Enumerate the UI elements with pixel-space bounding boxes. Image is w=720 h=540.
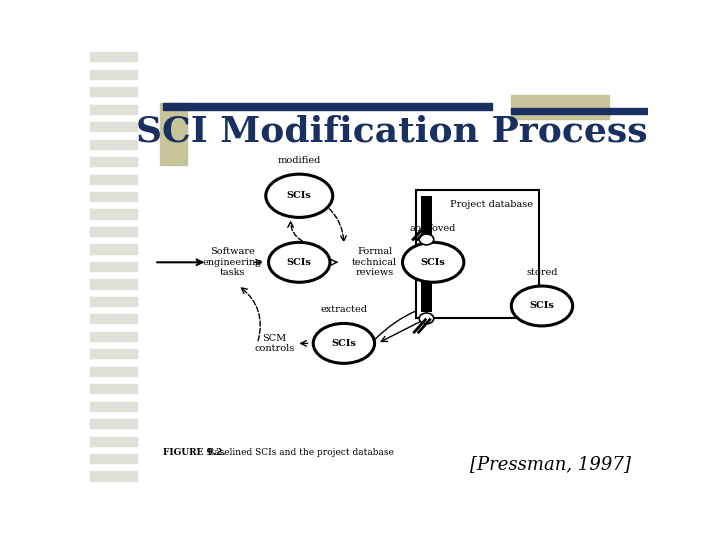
Bar — [90, 454, 138, 463]
Bar — [90, 210, 138, 219]
Circle shape — [419, 313, 433, 324]
Text: SCI Modification Process: SCI Modification Process — [135, 114, 647, 148]
Bar — [160, 103, 186, 165]
Text: Formal
technical
reviews: Formal technical reviews — [352, 247, 397, 277]
Ellipse shape — [511, 286, 572, 326]
Text: Baselined SCIs and the project database: Baselined SCIs and the project database — [199, 448, 394, 457]
Bar — [90, 279, 138, 288]
Text: extracted: extracted — [320, 305, 367, 314]
Bar — [90, 367, 138, 376]
Bar — [90, 402, 138, 411]
Text: approved: approved — [410, 224, 456, 233]
Text: SCIs: SCIs — [287, 191, 312, 200]
Text: SCIs: SCIs — [420, 258, 446, 267]
Circle shape — [419, 234, 433, 245]
Bar — [90, 332, 138, 341]
Text: modified: modified — [278, 156, 321, 165]
Text: SCM
controls: SCM controls — [254, 334, 294, 353]
Text: [Pressman, 1997]: [Pressman, 1997] — [470, 455, 631, 473]
Ellipse shape — [269, 242, 330, 282]
Bar — [90, 349, 138, 359]
Ellipse shape — [313, 323, 374, 363]
Text: Software
engineering
tasks: Software engineering tasks — [202, 247, 262, 277]
Bar — [90, 70, 138, 79]
Bar — [90, 419, 138, 428]
Text: stored: stored — [526, 268, 558, 277]
Ellipse shape — [402, 242, 464, 282]
Text: Project database: Project database — [450, 200, 534, 208]
Bar — [90, 105, 138, 114]
Bar — [90, 471, 138, 481]
Text: SCIs: SCIs — [287, 258, 312, 267]
Bar — [416, 190, 539, 319]
Bar — [90, 262, 138, 271]
Text: SCIs: SCIs — [529, 301, 554, 310]
Bar — [90, 140, 138, 149]
Ellipse shape — [266, 174, 333, 218]
Text: SCIs: SCIs — [331, 339, 356, 348]
Bar — [90, 384, 138, 393]
Bar — [90, 192, 138, 201]
Bar — [90, 122, 138, 131]
Bar — [90, 157, 138, 166]
Bar — [163, 103, 492, 110]
Bar — [90, 52, 138, 62]
Text: FIGURE 9.2.: FIGURE 9.2. — [163, 448, 225, 457]
Bar — [511, 94, 609, 119]
Bar — [421, 196, 432, 312]
Bar — [90, 227, 138, 236]
Bar — [90, 87, 138, 97]
Bar — [90, 314, 138, 323]
Bar — [90, 174, 138, 184]
Bar — [90, 245, 138, 254]
Bar — [90, 297, 138, 306]
Bar — [511, 108, 648, 114]
Bar — [90, 436, 138, 446]
